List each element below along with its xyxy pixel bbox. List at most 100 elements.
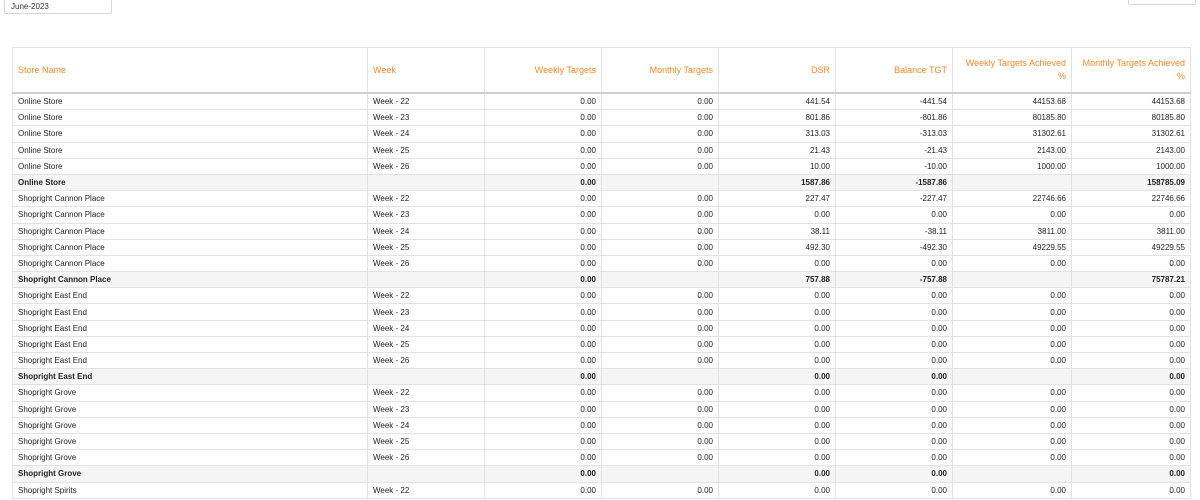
monthly-targets-cell: 0.00 [601, 481, 719, 499]
table-row: Shopright East End Week - 22 0.00 0.00 0.00 0… [12, 287, 1191, 305]
monthly-achieved-cell: 0.00 [1071, 254, 1191, 273]
balance-tgt-cell: 0.00 [835, 449, 953, 467]
store-name-cell: Shopright East End [12, 287, 368, 305]
monthly-targets-cell: 0.00 [601, 206, 719, 224]
dsr-cell: 0.00 [718, 465, 836, 483]
weekly-achieved-cell: 80185.80 [952, 109, 1072, 127]
week-cell: Week - 25 [367, 238, 485, 256]
balance-tgt-cell: -757.88 [835, 271, 953, 289]
monthly-achieved-cell: 0.00 [1071, 287, 1191, 305]
dsr-cell: 0.00 [718, 400, 836, 418]
week-cell: Week - 23 [367, 303, 485, 321]
table-header-row: Store Name Week Weekly Targets Monthly T… [12, 47, 1191, 94]
balance-tgt-cell: -1587.86 [835, 173, 953, 192]
table-total-row: Shopright Cannon Place 0.00 757.88 -757.88 7… [12, 271, 1191, 289]
weekly-targets-cell: 0.00 [484, 416, 602, 434]
weekly-targets-cell: 0.00 [484, 335, 602, 354]
balance-tgt-cell: 0.00 [835, 319, 953, 337]
monthly-targets-cell: 0.00 [601, 400, 719, 418]
store-name-cell: Shopright Cannon Place [12, 222, 368, 240]
weekly-achieved-cell: 49229.55 [952, 238, 1072, 256]
monthly-targets-cell: 0.00 [601, 351, 719, 370]
monthly-targets-cell [601, 465, 719, 483]
week-cell: Week - 22 [367, 92, 485, 111]
weekly-targets-cell: 0.00 [484, 190, 602, 208]
balance-tgt-cell: -10.00 [835, 157, 953, 175]
col-header-weekly-targets[interactable]: Weekly Targets [484, 47, 602, 94]
store-name-cell: Online Store [12, 125, 368, 143]
dsr-cell: 10.00 [718, 157, 836, 175]
week-cell: Week - 23 [367, 400, 485, 418]
col-header-balance-tgt[interactable]: Balance TGT [835, 47, 953, 94]
week-cell [367, 368, 485, 386]
weekly-achieved-cell: 0.00 [952, 303, 1072, 321]
weekly-achieved-cell [952, 271, 1072, 289]
store-targets-table: Store Name Week Weekly Targets Monthly T… [12, 47, 1191, 499]
store-name-cell: Shopright Grove [12, 400, 368, 418]
monthly-achieved-cell: 0.00 [1071, 416, 1191, 434]
table-total-row: Shopright East End 0.00 0.00 0.00 0.00 [12, 368, 1191, 386]
weekly-targets-cell: 0.00 [484, 173, 602, 192]
store-name-cell: Online Store [12, 141, 368, 159]
month-filter[interactable]: June-2023 [4, 0, 112, 14]
balance-tgt-cell: 0.00 [835, 254, 953, 273]
balance-tgt-cell: 0.00 [835, 416, 953, 434]
monthly-achieved-cell: 0.00 [1071, 206, 1191, 224]
store-name-cell: Shopright East End [12, 351, 368, 370]
dsr-cell: 0.00 [718, 481, 836, 499]
monthly-targets-cell: 0.00 [601, 125, 719, 143]
balance-tgt-cell: 0.00 [835, 287, 953, 305]
weekly-achieved-cell: 0.00 [952, 384, 1072, 402]
week-cell: Week - 24 [367, 125, 485, 143]
table-row: Shopright Grove Week - 24 0.00 0.00 0.00 0.00… [12, 416, 1191, 434]
table-total-row: Shopright Grove 0.00 0.00 0.00 0.00 [12, 465, 1191, 483]
table-row: Shopright Grove Week - 22 0.00 0.00 0.00 0.00… [12, 384, 1191, 402]
dsr-cell: 0.00 [718, 335, 836, 354]
balance-tgt-cell: 0.00 [835, 400, 953, 418]
monthly-targets-cell: 0.00 [601, 303, 719, 321]
week-cell [367, 465, 485, 483]
dsr-cell: 757.88 [718, 271, 836, 289]
balance-tgt-cell: -21.43 [835, 141, 953, 159]
weekly-targets-cell: 0.00 [484, 206, 602, 224]
balance-tgt-cell: 0.00 [835, 206, 953, 224]
col-header-store-name[interactable]: Store Name [12, 47, 368, 94]
weekly-targets-cell: 0.00 [484, 271, 602, 289]
col-header-monthly-targets[interactable]: Monthly Targets [601, 47, 719, 94]
col-header-weekly-achieved[interactable]: Weekly Targets Achieved % [952, 47, 1072, 94]
monthly-achieved-cell: 0.00 [1071, 319, 1191, 337]
monthly-achieved-cell: 49229.55 [1071, 238, 1191, 256]
week-cell: Week - 22 [367, 481, 485, 499]
col-header-dsr[interactable]: DSR [718, 47, 836, 94]
weekly-achieved-cell: 0.00 [952, 206, 1072, 224]
week-cell [367, 271, 485, 289]
table-row: Shopright Grove Week - 26 0.00 0.00 0.00 0.00… [12, 449, 1191, 467]
col-header-monthly-achieved[interactable]: Monthly Targets Achieved % [1071, 47, 1191, 94]
weekly-targets-cell: 0.00 [484, 432, 602, 451]
monthly-targets-cell [601, 271, 719, 289]
monthly-achieved-cell: 0.00 [1071, 303, 1191, 321]
monthly-targets-cell [601, 368, 719, 386]
weekly-achieved-cell: 22746.66 [952, 190, 1072, 208]
table-row: Shopright Grove Week - 23 0.00 0.00 0.00 0.00… [12, 400, 1191, 418]
month-filter-value: June-2023 [11, 2, 49, 11]
weekly-targets-cell: 0.00 [484, 287, 602, 305]
store-name-cell: Shopright Cannon Place [12, 254, 368, 273]
store-name-cell: Shopright East End [12, 368, 368, 386]
top-right-control[interactable] [1128, 0, 1196, 5]
balance-tgt-cell: -313.03 [835, 125, 953, 143]
balance-tgt-cell: 0.00 [835, 303, 953, 321]
weekly-targets-cell: 0.00 [484, 481, 602, 499]
monthly-targets-cell: 0.00 [601, 287, 719, 305]
col-header-week[interactable]: Week [367, 47, 485, 94]
week-cell: Week - 25 [367, 432, 485, 451]
dsr-cell: 801.86 [718, 109, 836, 127]
store-name-cell: Shopright Cannon Place [12, 206, 368, 224]
monthly-achieved-cell: 80185.80 [1071, 109, 1191, 127]
monthly-achieved-cell: 0.00 [1071, 384, 1191, 402]
store-name-cell: Shopright Grove [12, 465, 368, 483]
weekly-targets-cell: 0.00 [484, 400, 602, 418]
week-cell: Week - 26 [367, 449, 485, 467]
dsr-cell: 0.00 [718, 319, 836, 337]
weekly-achieved-cell: 0.00 [952, 481, 1072, 499]
